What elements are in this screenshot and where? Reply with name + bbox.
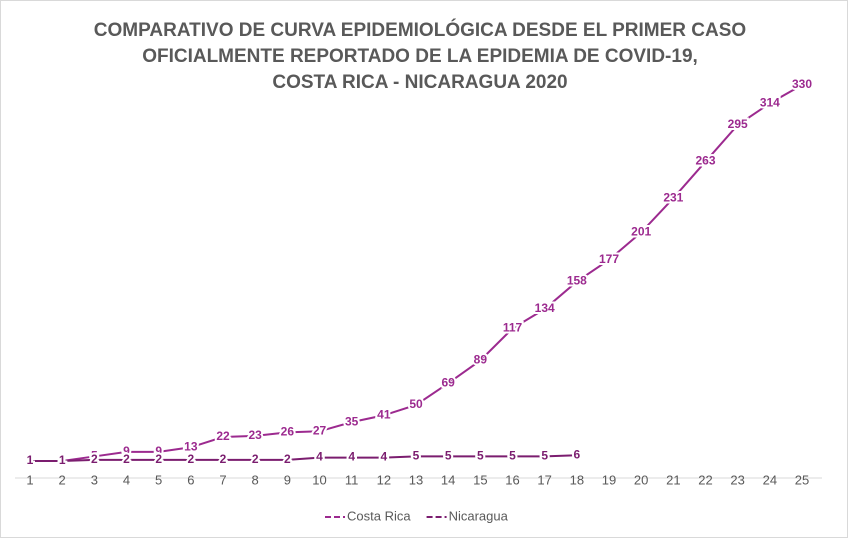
data-label: 134 <box>535 301 555 315</box>
x-tick-label: 13 <box>409 472 423 487</box>
x-tick-label: 3 <box>91 472 98 487</box>
x-tick-label: 16 <box>505 472 519 487</box>
x-tick-label: 5 <box>155 472 162 487</box>
data-label: 22 <box>216 429 230 443</box>
x-tick-label: 9 <box>284 472 291 487</box>
x-tick-label: 25 <box>795 472 809 487</box>
data-label: 2 <box>123 452 130 466</box>
data-label: 158 <box>567 274 587 288</box>
data-label: 5 <box>445 449 452 463</box>
data-label: 2 <box>187 452 194 466</box>
x-tick-label: 18 <box>570 472 584 487</box>
data-label: 2 <box>252 452 259 466</box>
data-label: 4 <box>348 450 355 464</box>
data-label: 41 <box>377 407 391 421</box>
legend-label: Costa Rica <box>347 508 411 523</box>
x-tick-label: 15 <box>473 472 487 487</box>
data-label: 5 <box>477 449 484 463</box>
data-label: 26 <box>281 425 295 439</box>
data-label: 5 <box>91 449 98 463</box>
data-label: 314 <box>760 95 780 109</box>
data-label: 295 <box>728 117 748 131</box>
x-tick-label: 21 <box>666 472 680 487</box>
data-label: 2 <box>284 452 291 466</box>
data-label: 1 <box>27 453 34 467</box>
x-tick-label: 17 <box>537 472 551 487</box>
series-line <box>30 84 803 462</box>
chart-title: OFICIALMENTE REPORTADO DE LA EPIDEMIA DE… <box>142 46 698 67</box>
x-tick-label: 11 <box>345 472 359 487</box>
data-label: 50 <box>409 397 423 411</box>
chart-title: COMPARATIVO DE CURVA EPIDEMIOLÓGICA DESD… <box>94 19 746 41</box>
data-label: 330 <box>792 77 812 91</box>
x-tick-label: 24 <box>763 472 777 487</box>
x-tick-label: 8 <box>252 472 259 487</box>
data-label: 5 <box>413 449 420 463</box>
data-label: 69 <box>441 375 455 389</box>
x-tick-label: 10 <box>312 472 326 487</box>
chart-border <box>0 0 848 538</box>
data-label: 35 <box>345 414 359 428</box>
data-label: 1 <box>27 453 34 467</box>
data-label: 4 <box>380 450 387 464</box>
data-label: 231 <box>663 190 683 204</box>
data-label: 9 <box>155 444 162 458</box>
x-tick-label: 14 <box>441 472 455 487</box>
series-line <box>30 454 577 462</box>
x-tick-label: 2 <box>59 472 66 487</box>
data-label: 5 <box>541 449 548 463</box>
legend-label: Nicaragua <box>449 508 509 523</box>
data-label: 2 <box>220 452 227 466</box>
x-tick-label: 20 <box>634 472 648 487</box>
data-label: 263 <box>695 154 715 168</box>
data-label: 5 <box>509 449 516 463</box>
x-tick-label: 23 <box>730 472 744 487</box>
data-label: 1 <box>59 453 66 467</box>
data-label: 4 <box>316 450 323 464</box>
x-tick-label: 6 <box>187 472 194 487</box>
x-tick-label: 1 <box>26 472 33 487</box>
data-label: 27 <box>313 423 327 437</box>
data-label: 117 <box>503 321 523 335</box>
data-label: 201 <box>631 225 651 239</box>
data-label: 23 <box>248 428 262 442</box>
x-tick-label: 12 <box>377 472 391 487</box>
x-tick-label: 19 <box>602 472 616 487</box>
data-label: 13 <box>184 439 198 453</box>
data-label: 2 <box>91 452 98 466</box>
x-tick-label: 7 <box>219 472 226 487</box>
data-label: 9 <box>123 444 130 458</box>
data-label: 1 <box>59 453 66 467</box>
data-label: 2 <box>155 452 162 466</box>
x-tick-label: 4 <box>123 472 130 487</box>
chart-title: COSTA RICA - NICARAGUA 2020 <box>272 72 567 93</box>
data-label: 89 <box>474 353 488 367</box>
data-label: 6 <box>573 447 580 461</box>
x-tick-label: 22 <box>698 472 712 487</box>
data-label: 177 <box>599 252 619 266</box>
